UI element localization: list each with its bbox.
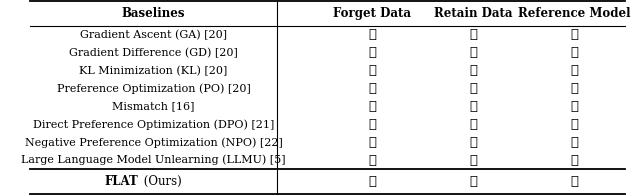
Text: ✗: ✗ [470, 136, 477, 149]
Text: ✗: ✗ [470, 175, 477, 188]
Text: ✓: ✓ [470, 100, 477, 113]
Text: (Ours): (Ours) [141, 175, 182, 188]
Text: ✓: ✓ [571, 136, 579, 149]
Text: Negative Preference Optimization (NPO) [22]: Negative Preference Optimization (NPO) [… [24, 137, 282, 148]
Text: FLAT: FLAT [105, 175, 139, 188]
Text: ✗: ✗ [571, 100, 579, 113]
Text: ✓: ✓ [368, 28, 376, 41]
Text: ✓: ✓ [368, 46, 376, 59]
Text: Baselines: Baselines [122, 7, 186, 20]
Text: ✗: ✗ [571, 175, 579, 188]
Text: ✓: ✓ [470, 64, 477, 77]
Text: ✓: ✓ [368, 64, 376, 77]
Text: ✓: ✓ [571, 154, 579, 167]
Text: ✓: ✓ [368, 136, 376, 149]
Text: ✗: ✗ [470, 118, 477, 131]
Text: Reference Model: Reference Model [518, 7, 631, 20]
Text: ✓: ✓ [368, 118, 376, 131]
Text: ✓: ✓ [368, 100, 376, 113]
Text: ✓: ✓ [470, 46, 477, 59]
Text: ✓: ✓ [571, 64, 579, 77]
Text: ✗: ✗ [571, 82, 579, 95]
Text: ✓: ✓ [571, 118, 579, 131]
Text: ✗: ✗ [571, 28, 579, 41]
Text: ✓: ✓ [470, 154, 477, 167]
Text: Direct Preference Optimization (DPO) [21]: Direct Preference Optimization (DPO) [21… [33, 119, 275, 130]
Text: Mismatch [16]: Mismatch [16] [113, 101, 195, 112]
Text: ✓: ✓ [470, 82, 477, 95]
Text: ✓: ✓ [368, 154, 376, 167]
Text: Forget Data: Forget Data [333, 7, 412, 20]
Text: ✓: ✓ [368, 82, 376, 95]
Text: Large Language Model Unlearning (LLMU) [5]: Large Language Model Unlearning (LLMU) [… [21, 155, 286, 166]
Text: ✓: ✓ [368, 175, 376, 188]
Text: Gradient Difference (GD) [20]: Gradient Difference (GD) [20] [69, 48, 238, 58]
Text: ✗: ✗ [571, 46, 579, 59]
Text: ✗: ✗ [470, 28, 477, 41]
Text: Preference Optimization (PO) [20]: Preference Optimization (PO) [20] [56, 83, 250, 94]
Text: KL Minimization (KL) [20]: KL Minimization (KL) [20] [79, 66, 228, 76]
Text: Retain Data: Retain Data [434, 7, 513, 20]
Text: Gradient Ascent (GA) [20]: Gradient Ascent (GA) [20] [80, 30, 227, 40]
